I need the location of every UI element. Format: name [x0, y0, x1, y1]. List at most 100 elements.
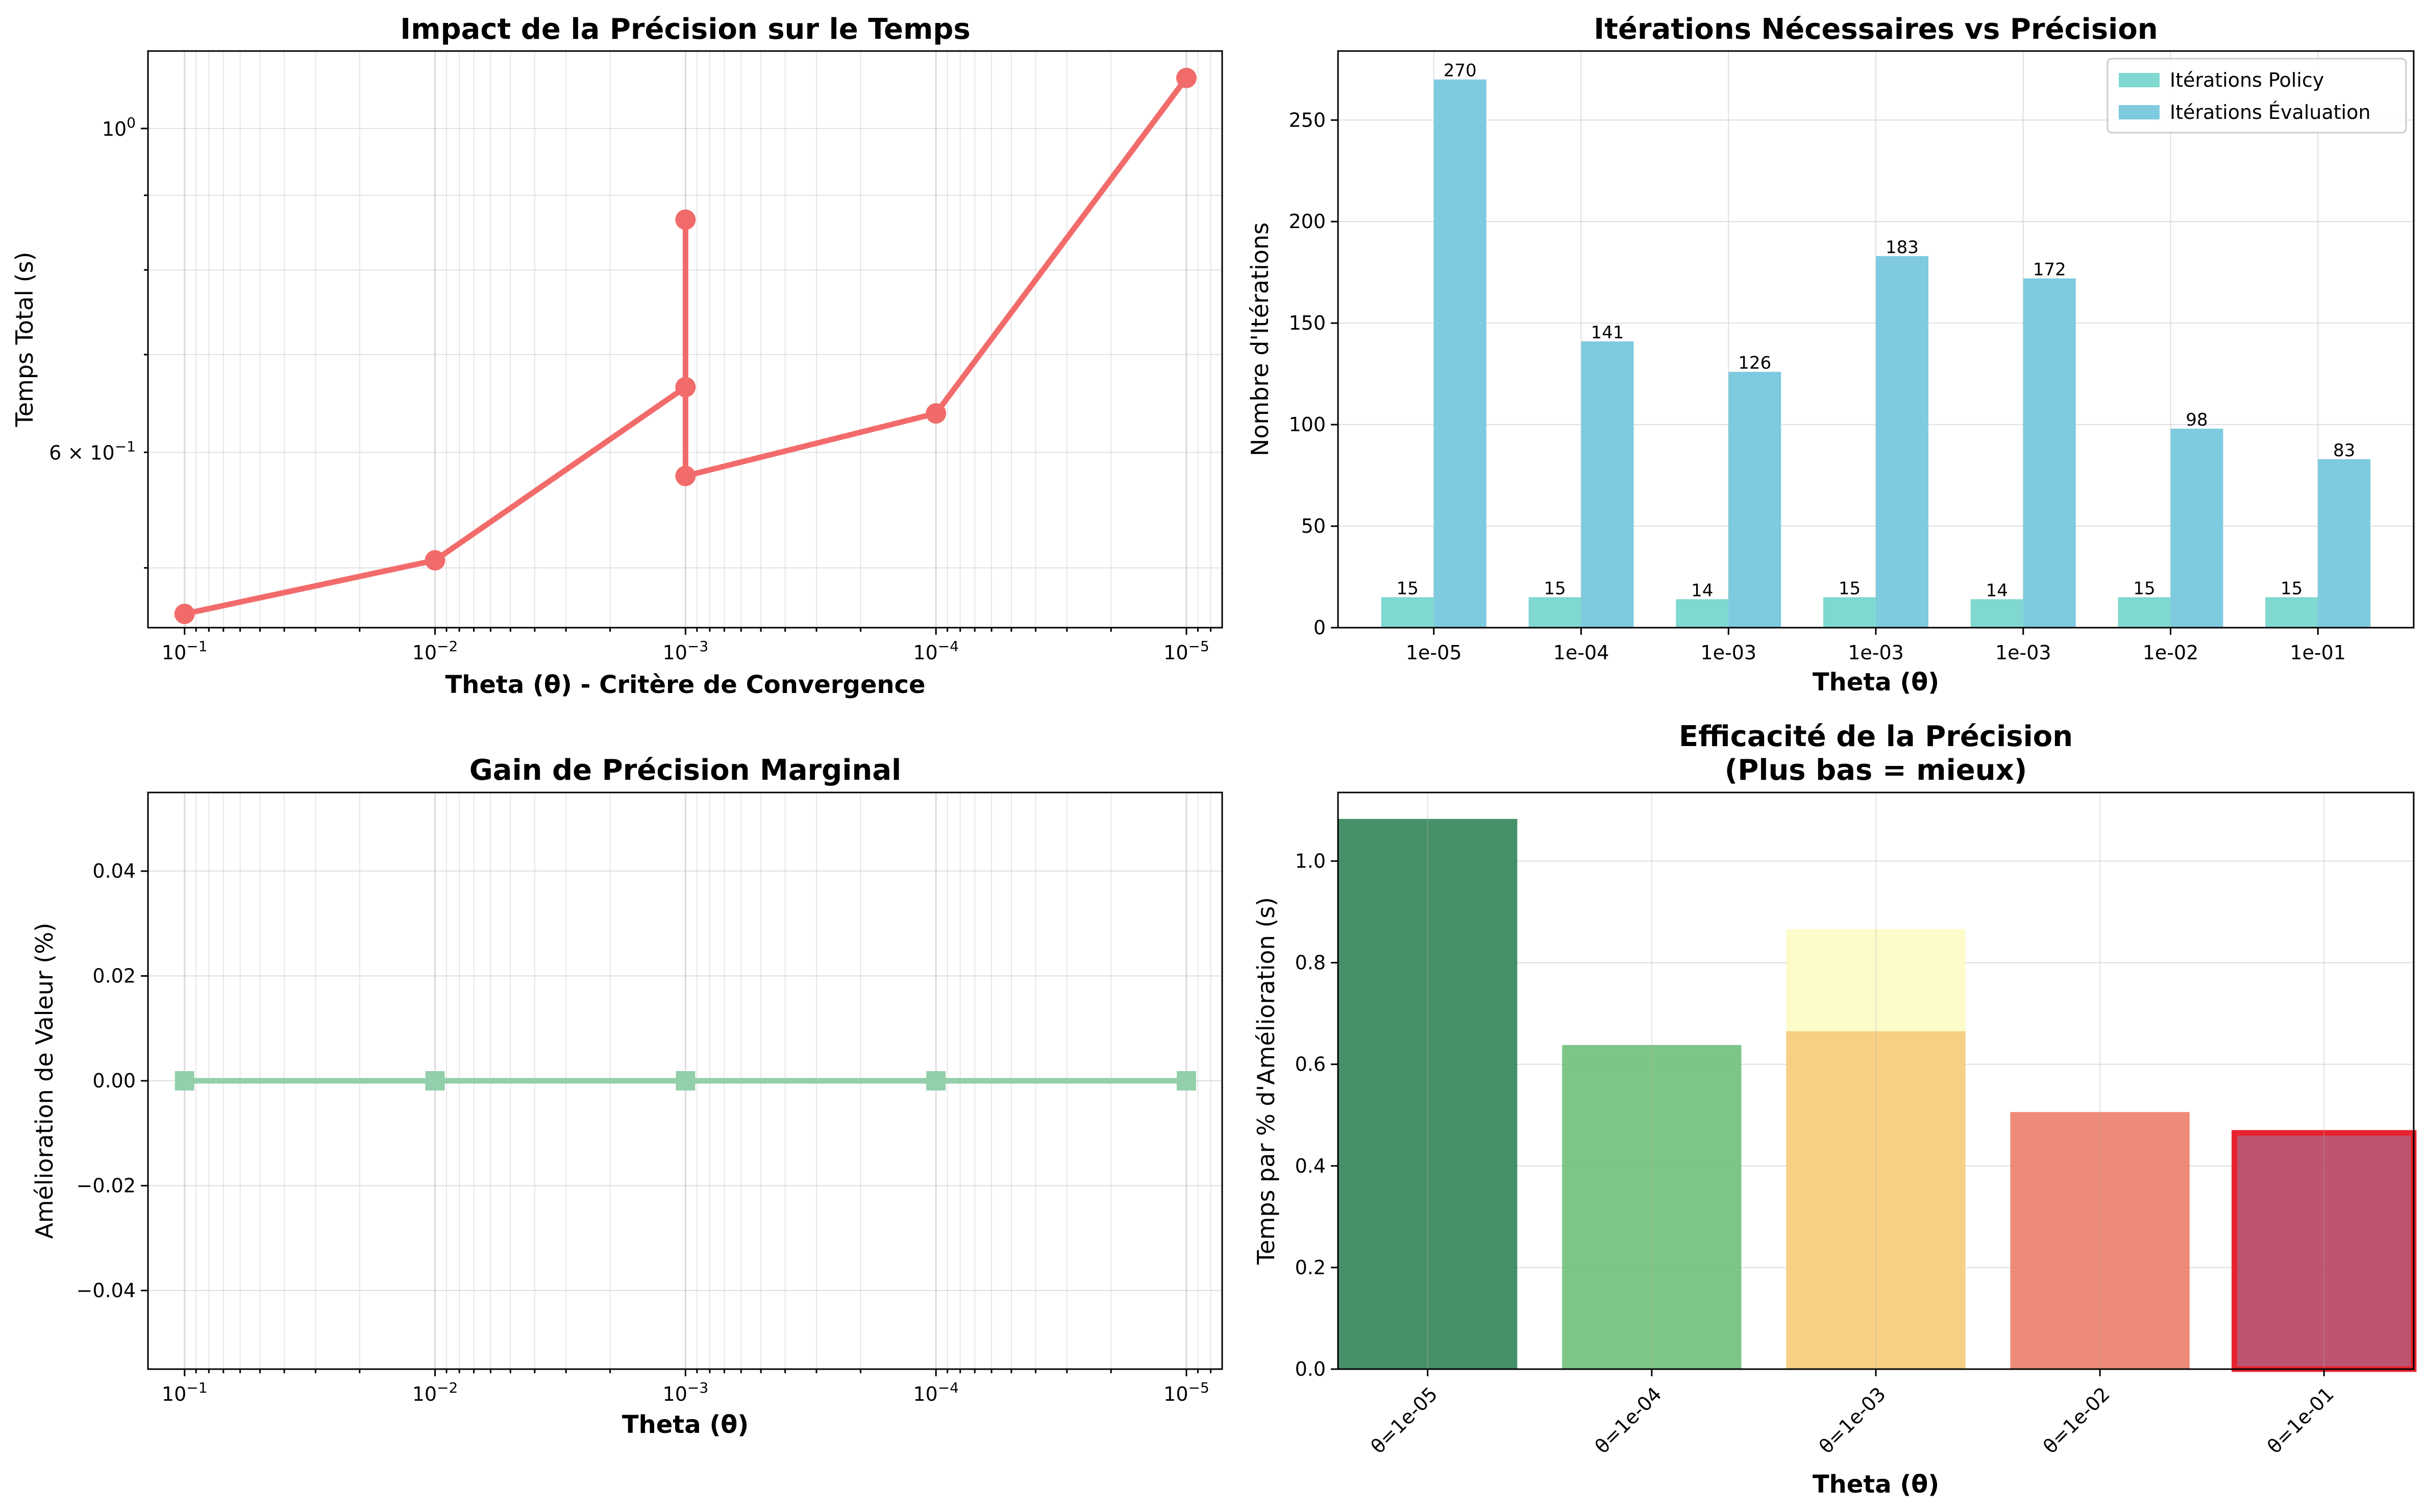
- chart2-bars: [1381, 79, 2371, 628]
- chart2-bar-policy: [1970, 599, 2023, 628]
- chart4-grid-overlay: [1427, 792, 2325, 1369]
- chart2-x-tick-label: 1e-03: [1995, 641, 2051, 664]
- chart2-x-ticks: 1e-05 1e-04 1e-03 1e-03 1e-03 1e-02 1e-01: [1406, 628, 2346, 664]
- chart3-y-tick-label: 0.04: [92, 860, 136, 882]
- chart3-frame: [147, 791, 1223, 1370]
- chart2-x-label: Theta (θ): [1813, 668, 1939, 697]
- legend-label-evaluation: Itérations Évaluation: [2170, 101, 2371, 123]
- legend-box: [2106, 58, 2407, 134]
- chart2-bar-evaluation: [2023, 278, 2076, 628]
- chart2-data-label: 126: [1738, 353, 1771, 374]
- chart2-data-label: 270: [1444, 61, 1477, 81]
- chart4-y-tick-label: 0.4: [1295, 1155, 1326, 1177]
- chart4-bar: [2010, 1112, 2190, 1369]
- chart2-x-tick-label: 1e-03: [1700, 641, 1756, 664]
- chart-precision-efficiency: Efficacité de la Précision (Plus bas = m…: [1252, 720, 2417, 1499]
- chart2-y-tick-label: 200: [1288, 210, 1326, 233]
- chart1-x-tick-label: 10−2: [412, 638, 458, 664]
- chart2-data-label: 15: [1397, 578, 1419, 599]
- chart3-title: Gain de Précision Marginal: [469, 754, 902, 787]
- chart4-bar: [1786, 1031, 1966, 1369]
- chart1-x-ticks: 10−1 10−2 10−3 10−4 10−5: [162, 628, 1212, 664]
- chart3-series: [175, 1071, 1196, 1090]
- chart1-series: [174, 67, 1197, 624]
- chart2-data-label: 14: [1691, 580, 1713, 601]
- chart2-data-label: 15: [2133, 578, 2155, 599]
- chart1-point: [675, 209, 696, 230]
- chart2-data-label: 183: [1886, 237, 1919, 258]
- chart-marginal-precision-gain: Gain de Précision Marginal 10−1 10−2 10−3 1…: [31, 754, 1223, 1439]
- chart3-point: [425, 1071, 445, 1090]
- chart4-x-label: Theta (θ): [1813, 1470, 1939, 1499]
- chart2-bar-evaluation: [1728, 371, 1781, 628]
- chart1-y-label: Temps Total (s): [11, 252, 38, 427]
- chart3-point: [175, 1071, 194, 1090]
- chart3-x-tick-label: 10−2: [412, 1379, 458, 1405]
- legend-label-policy: Itérations Policy: [2170, 69, 2324, 91]
- chart1-x-tick-label: 10−5: [1163, 638, 1209, 664]
- chart2-legend: Itérations Policy Itérations Évaluation: [2106, 58, 2407, 134]
- chart2-data-label: 172: [2033, 260, 2066, 280]
- chart2-y-tick-label: 0: [1313, 616, 1326, 639]
- chart3-x-label: Theta (θ): [622, 1410, 749, 1439]
- chart2-bar-policy: [1381, 597, 1434, 628]
- chart3-y-tick-label: −0.04: [77, 1279, 136, 1302]
- chart1-y-ticks: 100 6 × 10−1: [49, 114, 148, 569]
- chart3-x-ticks: 10−1 10−2 10−3 10−4 10−5: [162, 1369, 1212, 1405]
- chart3-point: [1176, 1071, 1196, 1090]
- chart2-x-tick-label: 1e-03: [1848, 641, 1904, 664]
- chart4-title-line2: (Plus bas = mieux): [1725, 754, 2027, 787]
- chart2-y-tick-label: 50: [1301, 515, 1326, 537]
- chart2-bar-policy: [1676, 599, 1729, 628]
- chart2-y-tick-label: 150: [1288, 312, 1326, 334]
- chart3-y-tick-label: 0.00: [92, 1070, 136, 1092]
- chart3-y-ticks: 0.04 0.02 0.00 −0.02 −0.04: [77, 860, 148, 1302]
- chart3-x-tick-label: 10−1: [162, 1379, 208, 1405]
- chart1-point: [926, 403, 947, 424]
- chart1-point: [425, 550, 445, 571]
- chart1-x-tick-label: 10−4: [913, 638, 959, 664]
- chart1-point: [174, 603, 195, 624]
- chart4-y-tick-label: 0.2: [1295, 1256, 1326, 1279]
- legend-swatch-evaluation: [2119, 105, 2160, 119]
- chart4-y-tick-label: 0.0: [1295, 1358, 1326, 1380]
- chart2-x-tick-label: 1e-01: [2290, 641, 2346, 664]
- legend-swatch-policy: [2119, 73, 2160, 87]
- chart4-frame: [1337, 791, 2415, 1370]
- chart1-point: [675, 377, 696, 398]
- chart2-data-label: 14: [1986, 580, 2008, 601]
- chart2-bar-policy: [1528, 597, 1581, 628]
- chart2-data-label: 83: [2333, 440, 2355, 461]
- chart-iterations-vs-precision: Itérations Nécessaires vs Précision 15 27…: [1246, 13, 2415, 697]
- chart2-bar-evaluation: [1876, 256, 1928, 628]
- chart1-point: [1176, 67, 1197, 88]
- chart2-data-labels: 15 270 15 141 14 126 15 183 14 172 15 98 15 83: [1397, 61, 2356, 601]
- chart1-frame: [147, 50, 1223, 629]
- chart3-point: [926, 1071, 946, 1090]
- chart4-y-ticks: 0.0 0.2 0.4 0.6 0.8 1.0: [1295, 850, 1338, 1380]
- chart4-y-tick-label: 1.0: [1295, 850, 1326, 872]
- chart1-title: Impact de la Précision sur le Temps: [400, 13, 970, 46]
- chart2-bar-evaluation: [1581, 341, 1634, 628]
- chart2-data-label: 141: [1591, 323, 1624, 343]
- chart2-data-label: 15: [2281, 578, 2302, 599]
- chart1-point: [675, 465, 696, 486]
- chart4-title-line1: Efficacité de la Précision: [1679, 720, 2073, 753]
- chart2-x-tick-label: 1e-02: [2143, 641, 2199, 664]
- chart3-point: [676, 1071, 696, 1090]
- chart2-data-label: 98: [2186, 410, 2208, 430]
- chart-time-vs-precision: Impact de la Précision sur le Temps 10−1…: [11, 13, 1223, 699]
- chart4-y-label: Temps par % d'Amélioration (s): [1252, 897, 1280, 1265]
- chart4-y-tick-label: 0.8: [1295, 952, 1326, 974]
- chart1-y-tick-label: 100: [102, 114, 136, 140]
- chart1-x-tick-label: 10−3: [663, 638, 709, 664]
- chart1-y-tick-label: 6 × 10−1: [49, 438, 136, 464]
- chart2-bar-evaluation: [2170, 429, 2223, 628]
- chart2-x-tick-label: 1e-04: [1553, 641, 1609, 664]
- chart4-bar: [1562, 1045, 1742, 1369]
- chart1-x-tick-label: 10−1: [162, 638, 208, 664]
- chart2-y-tick-label: 100: [1288, 413, 1326, 436]
- chart2-y-label: Nombre d'Itérations: [1246, 222, 1274, 456]
- chart3-y-tick-label: −0.02: [77, 1174, 136, 1197]
